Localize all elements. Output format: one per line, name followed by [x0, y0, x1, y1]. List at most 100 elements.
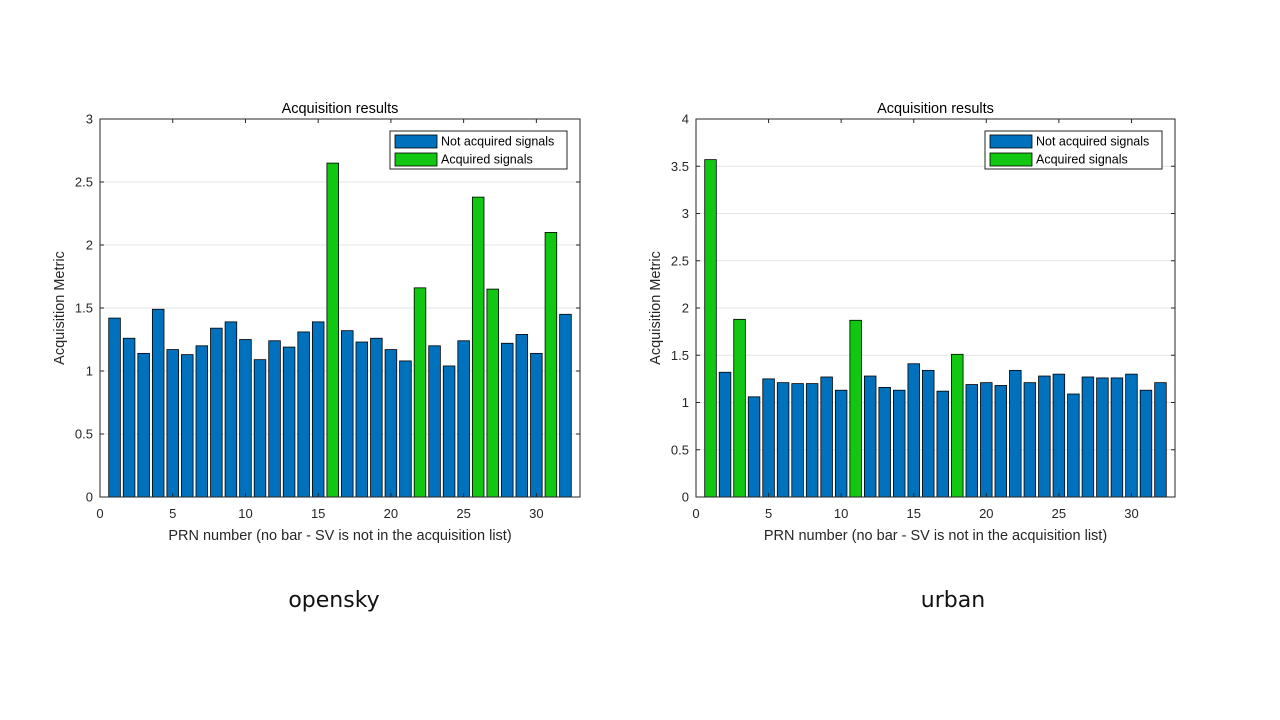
x-tick-label: 30	[529, 506, 543, 521]
x-axis-label: PRN number (no bar - SV is not in the ac…	[764, 528, 1107, 544]
not-acquired-bar-prn-21	[399, 360, 412, 498]
not-acquired-bar-prn-17	[936, 390, 949, 498]
x-tick-label: 30	[1124, 506, 1138, 521]
x-tick-label: 10	[834, 506, 848, 521]
caption-opensky: opensky	[288, 588, 380, 613]
not-acquired-bar-prn-3	[137, 352, 150, 498]
not-acquired-bar-prn-28	[1096, 377, 1109, 498]
not-acquired-bar-prn-24	[442, 365, 456, 498]
legend-entry: Not acquired signals	[1036, 135, 1149, 149]
acquired-bar-prn-26	[471, 196, 485, 498]
x-tick-label: 0	[692, 506, 699, 521]
x-tick-label: 5	[169, 506, 176, 521]
y-tick-label: 1	[682, 395, 689, 410]
acquired-bar-prn-16	[326, 162, 339, 498]
not-acquired-bar-prn-15	[907, 363, 920, 498]
not-acquired-bar-prn-12	[268, 340, 281, 498]
not-acquired-bar-prn-24	[1038, 375, 1051, 498]
not-acquired-bar-prn-4	[747, 396, 761, 498]
not-acquired-bar-prn-1	[108, 317, 121, 498]
chart-title: Acquisition results	[282, 101, 399, 117]
legend-entry: Acquired signals	[1036, 153, 1128, 167]
not-acquired-bar-prn-20	[384, 349, 398, 498]
not-acquired-bar-prn-6	[181, 354, 194, 498]
y-tick-label: 0	[682, 490, 689, 505]
y-tick-label: 0	[86, 490, 93, 505]
y-tick-label: 1.5	[75, 301, 93, 316]
not-acquired-bar-prn-19	[370, 337, 383, 498]
not-acquired-bar-prn-20	[980, 382, 993, 498]
x-tick-label: 5	[765, 506, 772, 521]
not-acquired-bar-prn-18	[355, 341, 369, 498]
x-tick-label: 15	[906, 506, 920, 521]
x-tick-label: 25	[456, 506, 470, 521]
not-acquired-bar-prn-21	[994, 385, 1008, 498]
not-acquired-bar-prn-9	[820, 376, 833, 498]
acquired-bar-prn-1	[704, 159, 717, 498]
legend: Not acquired signals Acquired signals	[984, 130, 1163, 170]
x-tick-label: 25	[1052, 506, 1066, 521]
not-acquired-bar-prn-8	[805, 383, 819, 498]
y-tick-label: 2	[682, 301, 689, 316]
not-acquired-bar-prn-29	[515, 334, 529, 498]
not-acquired-bar-prn-9	[224, 321, 238, 498]
not-acquired-bar-prn-16	[922, 369, 935, 498]
not-acquired-bar-prn-8	[210, 327, 223, 498]
caption-urban: urban	[920, 588, 986, 613]
not-acquired-bar-prn-31	[1139, 389, 1153, 498]
not-acquired-bar-prn-13	[878, 386, 891, 498]
chart-urban: 0 0.5 1 1.5 2 2.5 3 3.5 4 0 5 10 15 20 25 30 Acquisition…	[648, 101, 1176, 544]
acquired-bar-prn-27	[486, 288, 499, 498]
y-tick-label: 3	[682, 206, 689, 221]
x-tick-label: 10	[238, 506, 252, 521]
y-tick-label: 0.5	[75, 427, 93, 442]
y-tick-label: 2.5	[671, 253, 689, 268]
not-acquired-bar-prn-25	[457, 340, 470, 498]
not-acquired-bar-prn-30	[1125, 373, 1138, 498]
acquired-bar-prn-11	[849, 319, 862, 498]
not-acquired-bar-prn-22	[1009, 369, 1022, 498]
not-acquired-bar-prn-5	[166, 349, 179, 498]
y-tick-label: 1.5	[671, 348, 689, 363]
not-acquired-bar-prn-10	[834, 389, 848, 498]
chart-title: Acquisition results	[877, 101, 994, 117]
acquired-bar-prn-22	[413, 287, 427, 498]
y-tick-label: 3	[86, 112, 93, 127]
y-tick-label: 2.5	[75, 175, 93, 190]
legend-swatch	[989, 134, 1033, 149]
y-tick-label: 3.5	[671, 159, 689, 174]
not-acquired-bar-prn-27	[1081, 376, 1095, 498]
not-acquired-bar-prn-10	[239, 339, 252, 498]
y-axis-label: Acquisition Metric	[52, 251, 68, 365]
x-tick-label: 15	[311, 506, 325, 521]
not-acquired-bar-prn-17	[341, 330, 354, 498]
not-acquired-bar-prn-26	[1067, 393, 1080, 498]
not-acquired-bar-prn-30	[530, 352, 543, 498]
legend-entry: Not acquired signals	[441, 135, 554, 149]
acquired-bar-prn-3	[733, 318, 746, 498]
not-acquired-bar-prn-23	[428, 345, 441, 498]
not-acquired-bar-prn-23	[1023, 382, 1037, 498]
y-tick-label: 1	[86, 364, 93, 379]
not-acquired-bar-prn-28	[501, 342, 514, 498]
not-acquired-bar-prn-5	[762, 378, 775, 498]
not-acquired-bar-prn-11	[253, 359, 267, 498]
not-acquired-bar-prn-29	[1110, 377, 1124, 498]
legend-swatch	[394, 134, 438, 149]
not-acquired-bar-prn-32	[1154, 382, 1167, 498]
not-acquired-bar-prn-14	[297, 331, 310, 498]
legend-swatch	[989, 152, 1033, 167]
x-axis-label: PRN number (no bar - SV is not in the ac…	[168, 528, 511, 544]
x-tick-label: 0	[96, 506, 103, 521]
not-acquired-bar-prn-6	[776, 382, 790, 498]
y-tick-label: 0.5	[671, 442, 689, 457]
not-acquired-bar-prn-19	[965, 384, 978, 498]
not-acquired-bar-prn-2	[718, 371, 732, 498]
y-axis-label: Acquisition Metric	[648, 251, 664, 365]
y-tick-label: 2	[86, 238, 93, 253]
y-tick-label: 4	[682, 112, 689, 127]
legend-swatch	[394, 152, 438, 167]
not-acquired-bar-prn-2	[122, 337, 136, 498]
